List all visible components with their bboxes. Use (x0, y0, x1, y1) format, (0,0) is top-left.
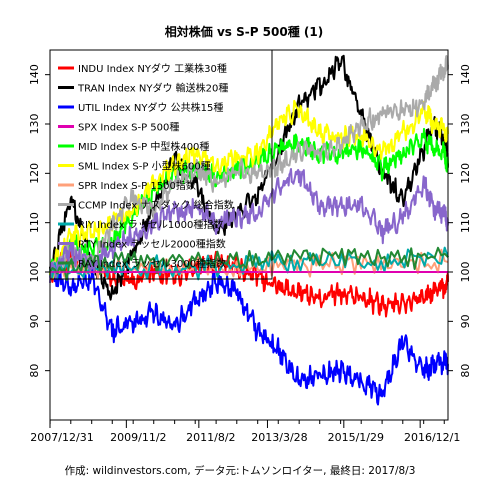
y-axis-right: 80 90 100 110 120 130 140 (448, 64, 472, 378)
x-tick-label: 2015/1/29 (328, 431, 384, 444)
x-tick-label: 2011/8/2 (186, 431, 235, 444)
x-tick-label: 2007/12/31 (30, 431, 93, 444)
series-line (49, 55, 449, 278)
legend-label: SPX Index S-P 500種 (78, 121, 179, 134)
legend-box (49, 49, 273, 280)
series-line (49, 263, 449, 406)
x-tick-label: 2009/11/2 (110, 431, 166, 444)
series-line (49, 247, 449, 318)
series-line (49, 54, 449, 301)
y-tick-label: 100 (28, 262, 41, 283)
y-tick-label: 130 (459, 114, 472, 135)
legend-label: SML Index S-P 小型株600種 (78, 160, 211, 173)
legend-label: SPR Index S-P 1500指数 (78, 179, 196, 192)
legend: INDU Index NYダウ 工業株30種 TRAN Index NYダウ 輸送… (49, 49, 273, 280)
y-tick-label: 130 (28, 114, 41, 135)
y-tick-label: 120 (28, 163, 41, 184)
y-tick-label: 140 (459, 64, 472, 85)
x-axis: 2007/12/31 2009/11/2 2011/8/2 2013/3/28 2015… (30, 420, 460, 444)
legend-label: CCMP Index ナスダック 総合指数 (78, 199, 234, 212)
y-tick-label: 140 (28, 64, 41, 85)
legend-label: RTY Index ラッセル2000種指数 (78, 238, 226, 251)
legend-label: INDU Index NYダウ 工業株30種 (78, 62, 227, 75)
legend-label: UTIL Index NYダウ 公共株15種 (78, 101, 223, 114)
x-tick-label: 2013/3/28 (251, 431, 307, 444)
chart-title: 相対株価 vs S-P 500種 (1) (165, 24, 323, 39)
series-line (49, 168, 449, 283)
legend-label: RAY Index ラッセル3000種指数 (78, 257, 226, 270)
y-tick-label: 80 (459, 364, 472, 378)
y-tick-label: 90 (28, 314, 41, 328)
series-layer (49, 54, 449, 406)
y-tick-label: 120 (459, 163, 472, 184)
series-line (49, 246, 449, 282)
y-tick-label: 90 (459, 314, 472, 328)
y-tick-label: 110 (28, 212, 41, 233)
legend-label: MID Index S-P 中型株400種 (78, 140, 209, 153)
y-tick-label: 100 (459, 262, 472, 283)
legend-label: RIY Index ラッセル1000種指数 (78, 218, 223, 231)
chart-caption: 作成: wildinvestors.com, データ元:トムソンロイター, 最終… (65, 464, 416, 477)
y-axis-left: 80 90 100 110 120 130 140 (28, 64, 50, 378)
y-tick-label: 110 (459, 212, 472, 233)
x-tick-label: 2016/12/1 (404, 431, 460, 444)
y-tick-label: 80 (28, 364, 41, 378)
legend-label: TRAN Index NYダウ 輸送株20種 (77, 82, 228, 95)
